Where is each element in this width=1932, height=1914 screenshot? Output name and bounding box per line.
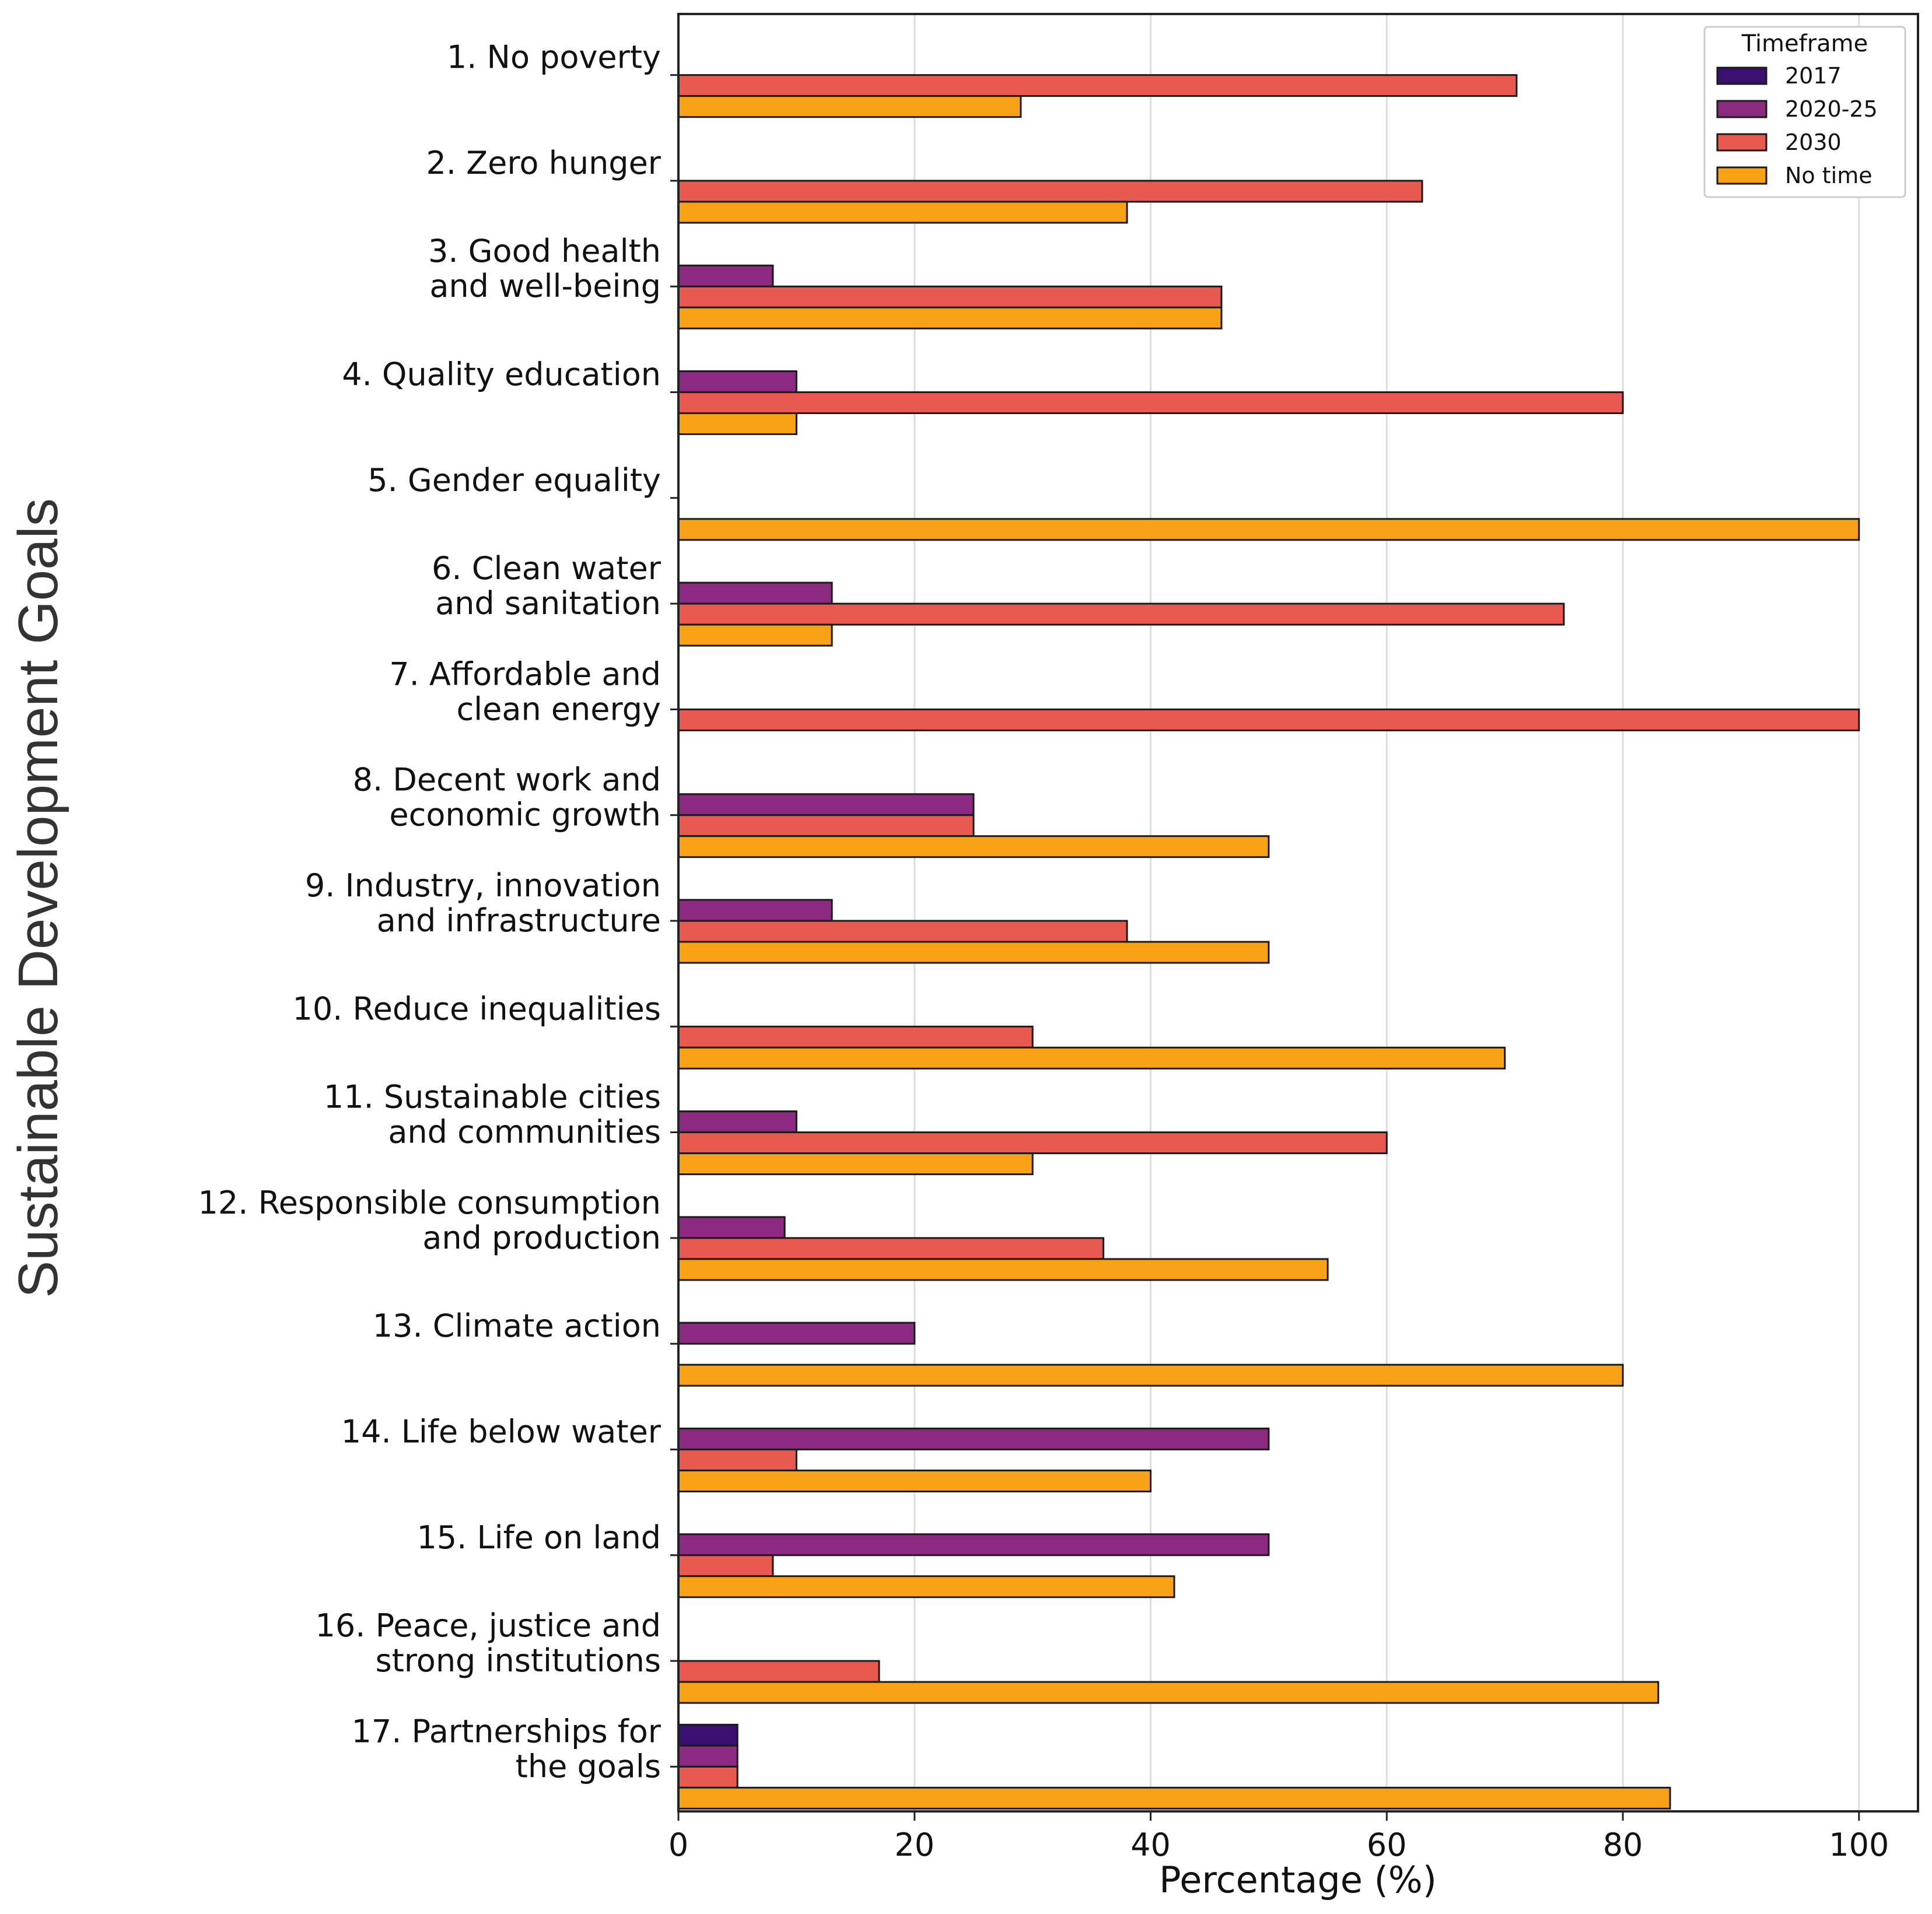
bar <box>677 1321 916 1345</box>
category-label: strong institutions <box>375 1642 661 1679</box>
bar <box>677 1152 1034 1176</box>
bar <box>677 1427 1270 1450</box>
category-label: 6. Clean water <box>432 550 662 587</box>
legend-swatch <box>1716 133 1768 152</box>
category-label: 11. Sustainable cities <box>324 1079 661 1116</box>
category-label: 3. Good health <box>428 233 661 269</box>
bar <box>677 941 1270 964</box>
category-label: and infrastructure <box>377 902 661 939</box>
plot-frame <box>677 13 1919 1813</box>
y-axis-title: Sustainable Development Goals <box>7 498 69 1298</box>
bar <box>677 412 797 436</box>
legend-label: 2017 <box>1785 63 1842 89</box>
x-tick-label: 80 <box>1603 1827 1643 1863</box>
x-tick-label: 40 <box>1130 1827 1171 1863</box>
legend-label: 2030 <box>1785 129 1842 155</box>
bar <box>677 264 774 288</box>
bar <box>677 814 975 837</box>
bar <box>677 1681 1660 1704</box>
bar <box>677 1533 1270 1557</box>
bar <box>677 602 1565 626</box>
bar <box>677 201 1128 224</box>
category-label: economic growth <box>389 797 661 833</box>
x-axis-title: Percentage (%) <box>1159 1859 1437 1901</box>
bar <box>677 1025 1034 1049</box>
bar <box>677 1448 797 1471</box>
legend-label: No time <box>1785 163 1873 188</box>
legend-label: 2020-25 <box>1785 96 1878 122</box>
bar <box>677 285 1223 309</box>
bar <box>677 1723 738 1747</box>
legend-swatch <box>1716 66 1768 85</box>
category-label: 8. Decent work and <box>353 762 661 798</box>
category-label: 15. Life on land <box>416 1519 661 1556</box>
bar <box>677 1469 1152 1492</box>
x-tick-label: 20 <box>894 1827 935 1863</box>
legend-title: Timeframe <box>1741 30 1868 57</box>
category-label: and sanitation <box>435 585 661 622</box>
x-tick-label: 60 <box>1367 1827 1407 1863</box>
category-labels: 1. No poverty 2. Zero hunger 3. Good healt… <box>198 39 678 1785</box>
category-label: 1. No poverty <box>447 39 661 76</box>
x-tick-label: 100 <box>1829 1827 1889 1863</box>
category-label: and production <box>422 1219 661 1256</box>
category-label: 14. Life below water <box>341 1413 662 1450</box>
category-label: 9. Industry, innovation <box>305 867 661 904</box>
bar <box>677 370 797 394</box>
bar <box>677 1216 786 1239</box>
bar <box>677 581 833 605</box>
bar <box>677 95 1022 118</box>
bar <box>677 1046 1506 1070</box>
bar <box>677 708 1860 731</box>
bar <box>677 793 975 816</box>
bars <box>677 74 1860 1810</box>
x-axis-ticks: 0 20 40 60 80 100 <box>668 1811 1889 1863</box>
bar <box>677 835 1270 858</box>
x-tick-label: 0 <box>668 1827 688 1863</box>
bar <box>677 518 1860 541</box>
category-label: 12. Responsible consumption <box>198 1184 661 1221</box>
bar <box>677 1786 1671 1810</box>
bar <box>677 180 1423 203</box>
bar <box>677 1660 880 1683</box>
legend-swatch <box>1716 166 1768 185</box>
bar <box>677 1363 1624 1387</box>
category-label: 5. Gender equality <box>368 462 661 499</box>
category-label: and communities <box>388 1114 661 1151</box>
bar <box>677 1258 1329 1281</box>
bar <box>677 391 1624 415</box>
category-label: 16. Peace, justice and <box>316 1607 661 1644</box>
category-label: 2. Zero hunger <box>426 145 662 181</box>
bar <box>677 1744 738 1768</box>
bar <box>677 623 833 647</box>
category-label: 10. Reduce inequalities <box>292 990 661 1027</box>
category-label: the goals <box>516 1748 661 1785</box>
category-label: 17. Partnerships for <box>352 1713 662 1750</box>
category-label: 4. Quality education <box>342 356 661 393</box>
bar <box>677 1765 738 1789</box>
category-label: clean energy <box>456 690 661 727</box>
bar <box>677 1575 1175 1598</box>
category-label: 13. Climate action <box>373 1307 661 1344</box>
bar <box>677 1110 797 1134</box>
bar <box>677 1554 774 1578</box>
bar <box>677 1131 1388 1155</box>
legend: Timeframe 2017 2020-25 2030 No time <box>1703 26 1906 198</box>
legend-swatch <box>1716 100 1768 118</box>
bar <box>677 920 1128 943</box>
bar <box>677 74 1518 97</box>
bar <box>677 899 833 922</box>
category-label: 7. Affordable and <box>389 655 661 692</box>
bar <box>677 306 1223 329</box>
bar <box>677 1237 1105 1260</box>
category-label: and well-being <box>429 268 661 304</box>
